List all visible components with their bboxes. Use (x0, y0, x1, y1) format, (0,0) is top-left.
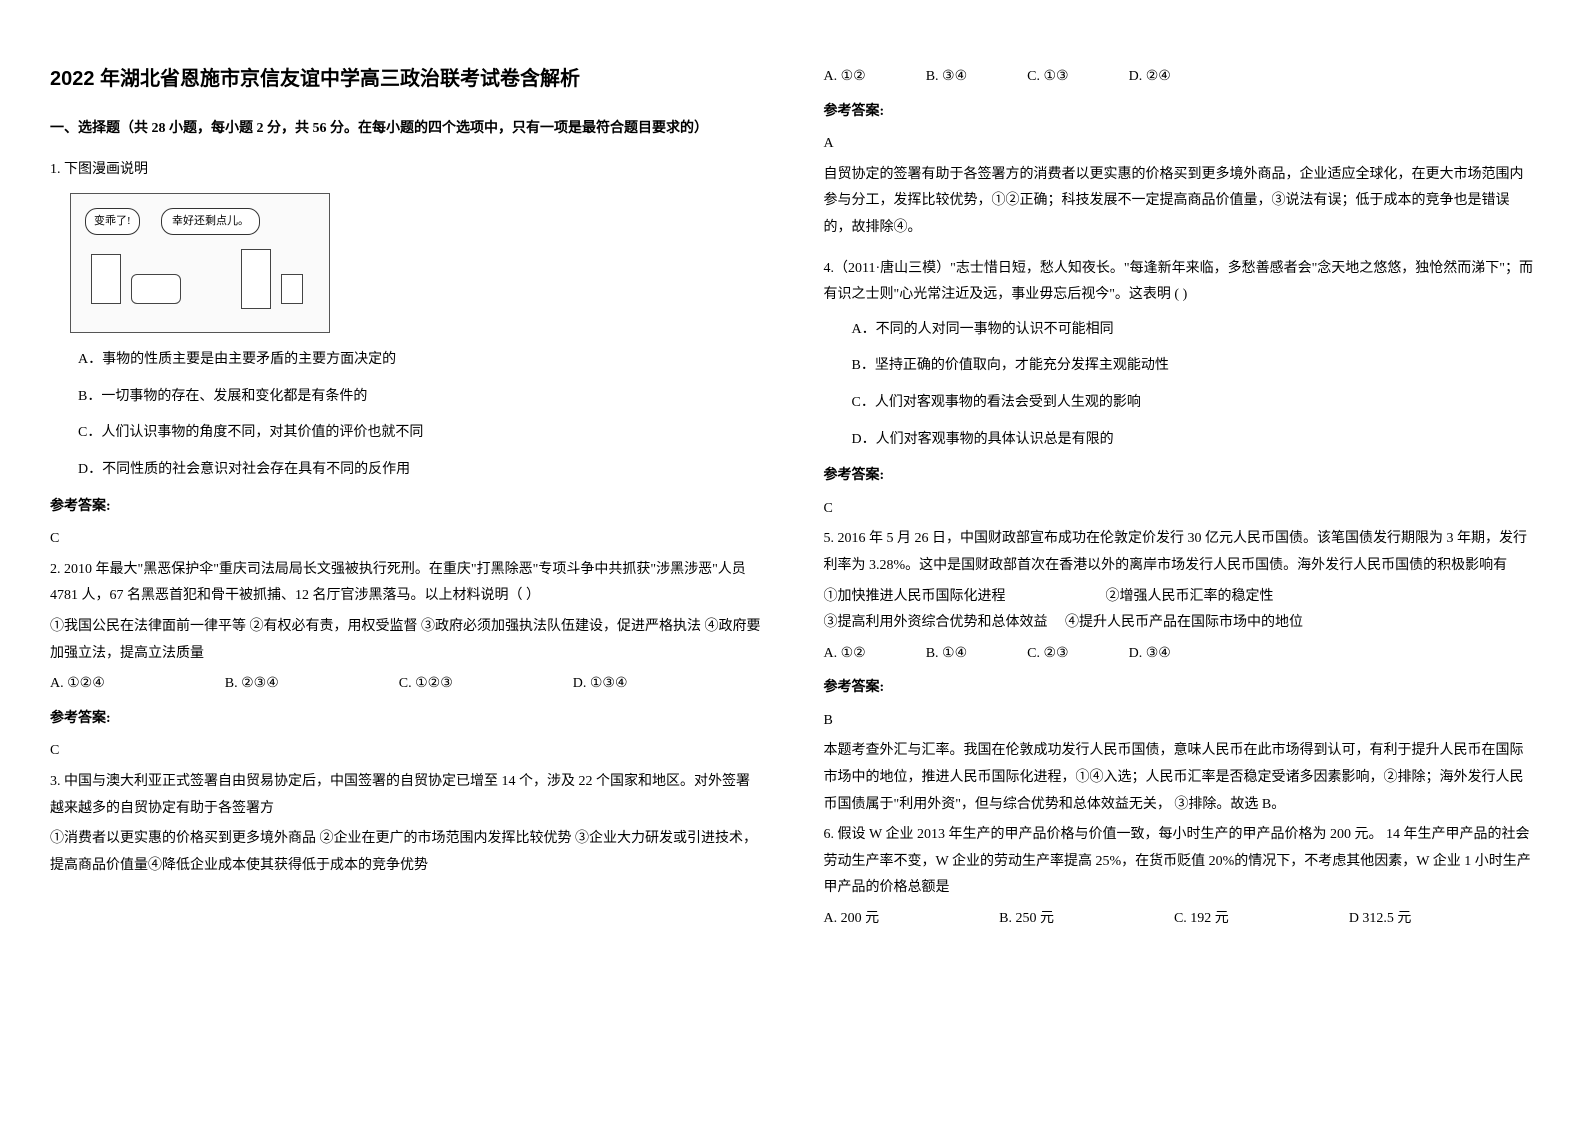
document-title: 2022 年湖北省恩施市京信友谊中学高三政治联考试卷含解析 (50, 60, 764, 98)
q6-option-a: A. 200 元 (824, 906, 880, 933)
q1-answer: C (50, 526, 764, 553)
q1-option-d: D．不同性质的社会意识对社会存在具有不同的反作用 (78, 457, 764, 484)
q4-options: A．不同的人对同一事物的认识不可能相同 B．坚持正确的价值取向，才能充分发挥主观… (824, 317, 1538, 453)
q5-stem: 5. 2016 年 5 月 26 日，中国财政部宣布成功在伦敦定价发行 30 亿… (824, 526, 1538, 579)
q5-explanation: 本题考查外汇与汇率。我国在伦敦成功发行人民币国债，意味人民币在此市场得到认可，有… (824, 738, 1538, 818)
q5-sub-row-1: ①加快推进人民币国际化进程 ②增强人民币汇率的稳定性 (824, 584, 1538, 611)
q3-options: A. ①② B. ③④ C. ①③ D. ②④ (824, 64, 1538, 91)
left-column: 2022 年湖北省恩施市京信友谊中学高三政治联考试卷含解析 一、选择题（共 28… (50, 60, 764, 1062)
q2-option-a: A. ①②④ (50, 671, 105, 698)
cartoon-shape (241, 249, 271, 309)
q5-option-b: B. ①④ (926, 641, 967, 668)
q3-answer: A (824, 131, 1538, 158)
q5-sub-2: ②增强人民币汇率的稳定性 (1106, 584, 1274, 611)
cartoon-shape (131, 274, 181, 304)
q5-answer-label: 参考答案: (824, 675, 1538, 702)
q5-sub-1: ①加快推进人民币国际化进程 (824, 584, 1006, 611)
q3-answer-label: 参考答案: (824, 99, 1538, 126)
q1-answer-label: 参考答案: (50, 494, 764, 521)
q1-stem: 1. 下图漫画说明 (50, 157, 764, 184)
q2-stem-1: 2. 2010 年最大"黑恶保护伞"重庆司法局局长文强被执行死刑。在重庆"打黑除… (50, 557, 764, 610)
q2-option-d: D. ①③④ (573, 671, 628, 698)
q6-option-d: D 312.5 元 (1349, 906, 1412, 933)
cartoon-bubble-2: 幸好还剩点儿。 (161, 208, 260, 235)
q1-cartoon-image: 变乖了! 幸好还剩点儿。 (70, 193, 330, 333)
q1-option-a: A．事物的性质主要是由主要矛盾的主要方面决定的 (78, 347, 764, 374)
q1-option-c: C．人们认识事物的角度不同，对其价值的评价也就不同 (78, 420, 764, 447)
q5-option-d: D. ③④ (1129, 641, 1171, 668)
q6-stem: 6. 假设 W 企业 2013 年生产的甲产品价格与价值一致，每小时生产的甲产品… (824, 822, 1538, 902)
q2-answer-label: 参考答案: (50, 706, 764, 733)
q4-stem: 4.（2011·唐山三模）"志士惜日短，愁人知夜长。"每逢新年来临，多愁善感者会… (824, 256, 1538, 309)
q4-answer: C (824, 496, 1538, 523)
q3-stem-2: ①消费者以更实惠的价格买到更多境外商品 ②企业在更广的市场范围内发挥比较优势 ③… (50, 826, 764, 879)
right-column: A. ①② B. ③④ C. ①③ D. ②④ 参考答案: A 自贸协定的签署有… (824, 60, 1538, 1062)
q4-option-b: B．坚持正确的价值取向，才能充分发挥主观能动性 (852, 353, 1538, 380)
q5-sub-4: ④提升人民币产品在国际市场中的地位 (1065, 615, 1303, 630)
q6-option-b: B. 250 元 (999, 906, 1054, 933)
q4-option-a: A．不同的人对同一事物的认识不可能相同 (852, 317, 1538, 344)
q4-answer-label: 参考答案: (824, 463, 1538, 490)
q2-options: A. ①②④ B. ②③④ C. ①②③ D. ①③④ (50, 671, 764, 698)
q3-explanation: 自贸协定的签署有助于各签署方的消费者以更实惠的价格买到更多境外商品，企业适应全球… (824, 162, 1538, 242)
q4-option-d: D．人们对客观事物的具体认识总是有限的 (852, 427, 1538, 454)
q6-option-c: C. 192 元 (1174, 906, 1229, 933)
q5-sub-row-2: ③提高利用外资综合优势和总体效益 ④提升人民币产品在国际市场中的地位 (824, 610, 1538, 637)
q3-option-a: A. ①② (824, 64, 866, 91)
q2-option-b: B. ②③④ (225, 671, 279, 698)
q5-option-c: C. ②③ (1027, 641, 1068, 668)
q3-option-c: C. ①③ (1027, 64, 1068, 91)
q3-stem-1: 3. 中国与澳大利亚正式签署自由贸易协定后，中国签署的自贸协定已增至 14 个，… (50, 769, 764, 822)
q1-option-b: B．一切事物的存在、发展和变化都是有条件的 (78, 384, 764, 411)
q3-option-d: D. ②④ (1129, 64, 1171, 91)
cartoon-shape (91, 254, 121, 304)
q4-option-c: C．人们对客观事物的看法会受到人生观的影响 (852, 390, 1538, 417)
q3-option-b: B. ③④ (926, 64, 967, 91)
q5-answer: B (824, 708, 1538, 735)
q5-options: A. ①② B. ①④ C. ②③ D. ③④ (824, 641, 1538, 668)
q2-option-c: C. ①②③ (399, 671, 453, 698)
q2-answer: C (50, 738, 764, 765)
q5-sub-3: ③提高利用外资综合优势和总体效益 (824, 615, 1048, 630)
cartoon-bubble-1: 变乖了! (85, 208, 140, 235)
q5-option-a: A. ①② (824, 641, 866, 668)
section-header: 一、选择题（共 28 小题，每小题 2 分，共 56 分。在每小题的四个选项中，… (50, 116, 764, 143)
q6-options: A. 200 元 B. 250 元 C. 192 元 D 312.5 元 (824, 906, 1538, 933)
q1-options: A．事物的性质主要是由主要矛盾的主要方面决定的 B．一切事物的存在、发展和变化都… (50, 347, 764, 483)
cartoon-shape (281, 274, 303, 304)
q2-stem-2: ①我国公民在法律面前一律平等 ②有权必有责，用权受监督 ③政府必须加强执法队伍建… (50, 614, 764, 667)
